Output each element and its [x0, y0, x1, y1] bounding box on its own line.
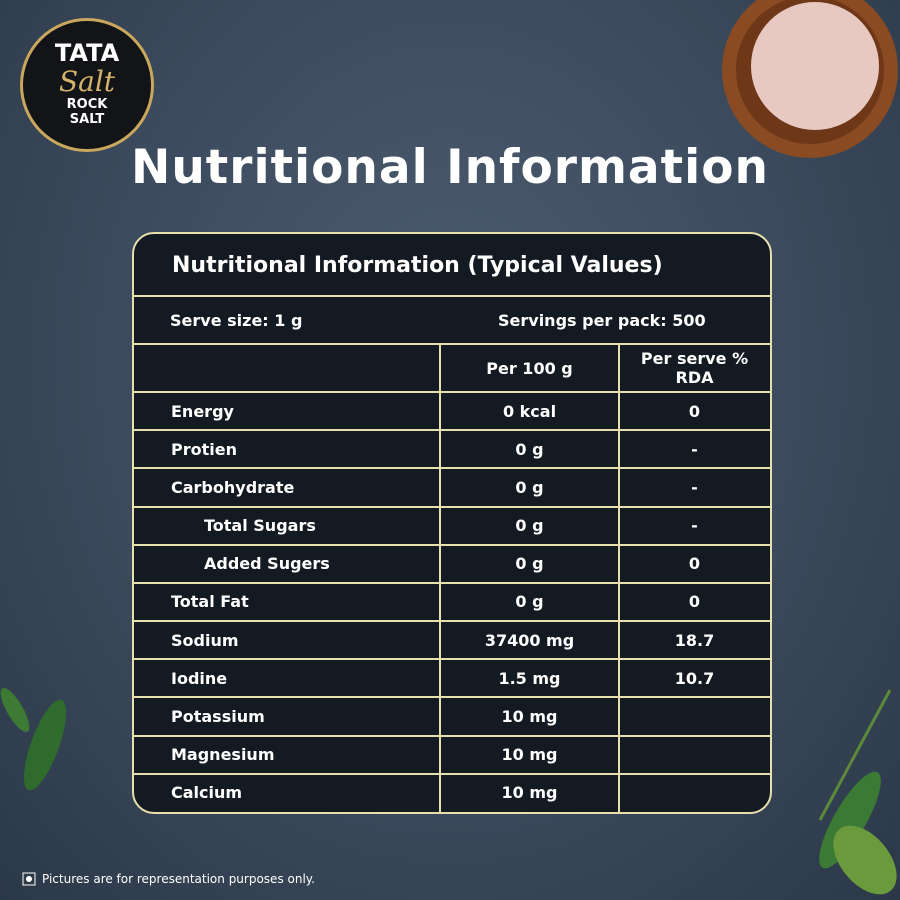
- row-label: Total Sugars: [204, 516, 316, 536]
- rda: 0: [688, 592, 701, 612]
- rule: [134, 696, 770, 699]
- rda: 10.7: [674, 668, 715, 688]
- per-100g: 0 g: [515, 516, 544, 536]
- row-label: Energy: [171, 401, 234, 421]
- row-label: Carbohydrate: [171, 477, 295, 497]
- rule: [439, 344, 441, 812]
- rule: [134, 734, 770, 737]
- rule: [134, 505, 770, 508]
- rda: -: [691, 439, 698, 459]
- row-label: Iodine: [171, 668, 228, 688]
- per-100g: 10 mg: [501, 745, 558, 765]
- footnote-row: Pictures are for representation purposes…: [22, 872, 315, 886]
- per-100g: 0 kcal: [502, 401, 557, 421]
- rule: [134, 429, 770, 432]
- per-100g: 0 g: [515, 592, 544, 612]
- logo-variant: SALT: [69, 112, 105, 127]
- column-header: Per serve % RDA: [640, 349, 749, 387]
- veg-icon: [22, 872, 36, 886]
- row-label: Total Fat: [171, 592, 249, 612]
- rule: [134, 467, 770, 470]
- rda: -: [691, 477, 698, 497]
- per-100g: 37400 mg: [484, 630, 575, 650]
- rule: [134, 391, 770, 393]
- row-label: Sodium: [171, 630, 239, 650]
- rule: [134, 581, 770, 584]
- row-label: Magnesium: [171, 745, 275, 765]
- row-label: Calcium: [171, 783, 243, 803]
- heading: Nutritional Information: [131, 140, 769, 195]
- column-header: Per 100 g: [486, 358, 573, 378]
- logo: TATA Salt ROCK SALT: [20, 18, 154, 152]
- rda: 0: [688, 554, 701, 574]
- servings-per-pack: Servings per pack: 500: [498, 310, 706, 330]
- rule: [134, 658, 770, 661]
- footnote: Pictures are for representation purposes…: [42, 872, 315, 886]
- rda: 0: [688, 401, 701, 421]
- row-label: Potassium: [171, 707, 265, 727]
- rda: -: [691, 516, 698, 536]
- nutrition-table: Nutritional Information (Typical Values)…: [132, 232, 772, 814]
- table-title: Nutritional Information (Typical Values): [172, 252, 663, 278]
- per-100g: 0 g: [515, 554, 544, 574]
- per-100g: 0 g: [515, 439, 544, 459]
- rda: 18.7: [674, 630, 715, 650]
- rule: [134, 620, 770, 623]
- logo-product: Salt: [58, 65, 116, 98]
- rule: [134, 343, 770, 345]
- per-100g: 10 mg: [501, 707, 558, 727]
- row-label: Added Sugers: [204, 554, 330, 574]
- per-100g: 1.5 mg: [498, 668, 561, 688]
- rule: [134, 543, 770, 546]
- per-100g: 10 mg: [501, 783, 558, 803]
- row-label: Protien: [171, 439, 237, 459]
- rule: [618, 344, 620, 812]
- rule: [134, 772, 770, 775]
- per-100g: 0 g: [515, 477, 544, 497]
- rule: [134, 295, 770, 297]
- logo-brand: TATA: [54, 39, 120, 67]
- logo-variant: ROCK: [66, 97, 108, 112]
- serve-size: Serve size: 1 g: [170, 310, 303, 330]
